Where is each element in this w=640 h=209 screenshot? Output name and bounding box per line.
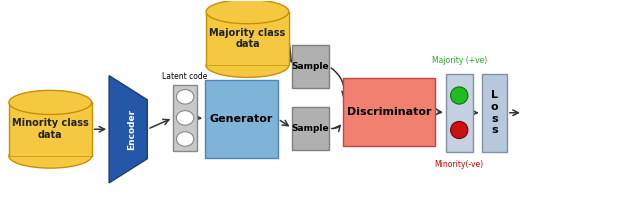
Polygon shape	[9, 102, 92, 156]
FancyBboxPatch shape	[205, 80, 278, 158]
Text: Latent code: Latent code	[163, 72, 208, 81]
Text: Encoder: Encoder	[127, 109, 136, 150]
Ellipse shape	[206, 0, 289, 24]
Text: Discriminator: Discriminator	[347, 107, 431, 117]
Text: Majority (+ve): Majority (+ve)	[431, 56, 487, 65]
Polygon shape	[109, 76, 147, 183]
FancyBboxPatch shape	[446, 74, 472, 152]
Polygon shape	[206, 12, 289, 65]
Ellipse shape	[451, 121, 468, 139]
Ellipse shape	[9, 90, 92, 115]
Polygon shape	[9, 102, 92, 156]
Ellipse shape	[177, 132, 194, 146]
Text: Sample: Sample	[292, 62, 329, 71]
Ellipse shape	[177, 111, 194, 125]
Text: Sample: Sample	[292, 124, 329, 133]
Text: L
o
s
s: L o s s	[490, 90, 498, 135]
Text: Minority(-ve): Minority(-ve)	[435, 160, 484, 169]
Text: Generator: Generator	[210, 114, 273, 124]
Text: Majority class
data: Majority class data	[209, 28, 285, 49]
Ellipse shape	[177, 89, 194, 104]
Ellipse shape	[9, 144, 92, 168]
Ellipse shape	[206, 53, 289, 77]
Text: Minority class
data: Minority class data	[12, 119, 89, 140]
FancyBboxPatch shape	[481, 74, 507, 152]
FancyBboxPatch shape	[173, 85, 197, 151]
FancyBboxPatch shape	[292, 45, 329, 88]
Ellipse shape	[451, 87, 468, 104]
FancyBboxPatch shape	[292, 107, 329, 150]
Polygon shape	[206, 12, 289, 65]
FancyBboxPatch shape	[343, 78, 435, 146]
